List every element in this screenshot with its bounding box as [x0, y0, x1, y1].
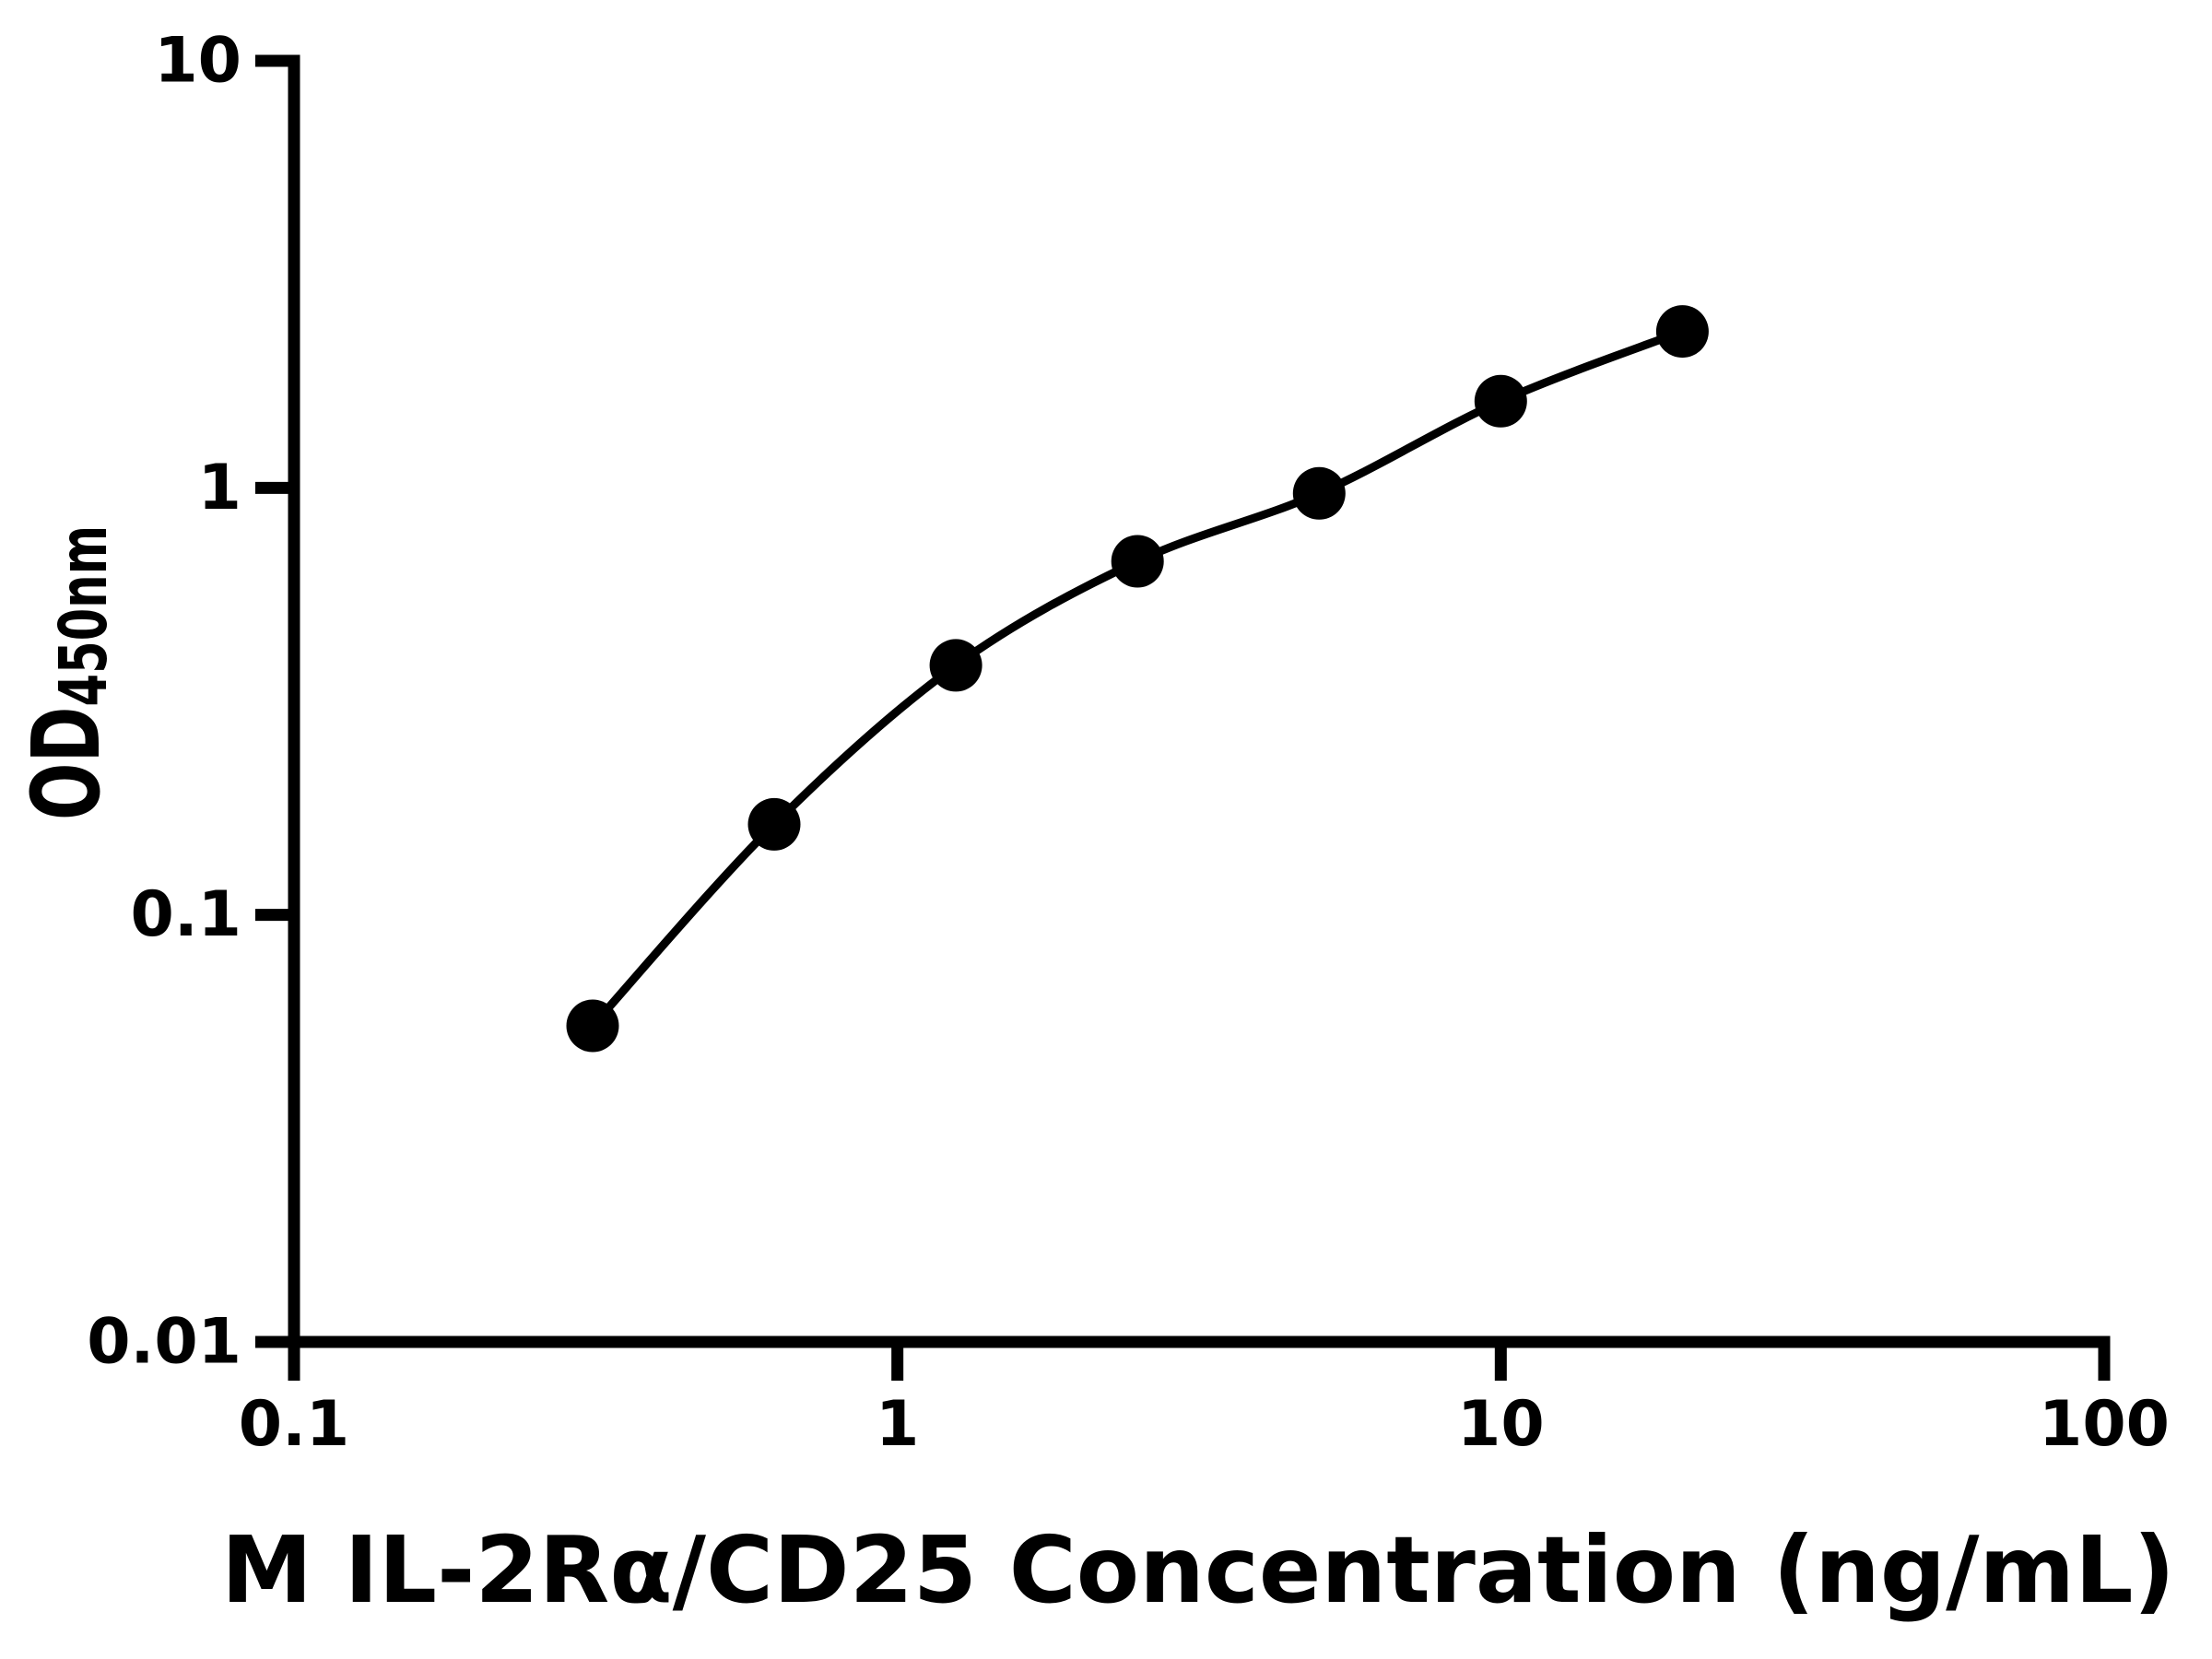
y-axis-title-main: OD	[12, 707, 122, 820]
y-tick-label: 0.1	[131, 878, 241, 951]
y-tick-label: 0.01	[87, 1306, 241, 1379]
x-tick-label: 1	[876, 1388, 919, 1461]
x-tick-label: 10	[1457, 1388, 1545, 1461]
data-point-layer	[566, 305, 1709, 1053]
y-axis-tick-labels: 10 1 0.1 0.01	[87, 25, 241, 1379]
y-axis-title-subscript: 450nm	[45, 525, 122, 707]
x-axis-ticks	[288, 1342, 2111, 1381]
y-tick-label: 10	[154, 25, 241, 98]
x-tick-label: 100	[2039, 1388, 2170, 1461]
x-axis-title: M IL-2Rα/CD25 Concentration (ng/mL)	[221, 1516, 2175, 1624]
data-point	[1655, 305, 1709, 359]
y-axis-title: OD450nm	[12, 525, 122, 820]
x-axis-tick-labels: 0.1 1 10 100	[239, 1388, 2170, 1461]
data-point	[1292, 466, 1346, 520]
data-point	[566, 999, 619, 1053]
data-point	[1474, 374, 1527, 428]
x-tick-label: 0.1	[239, 1388, 349, 1461]
data-point	[1111, 535, 1164, 588]
y-tick-label: 1	[198, 452, 241, 524]
y-axis-ticks	[255, 54, 294, 1348]
data-point	[747, 797, 801, 851]
data-point	[929, 639, 982, 692]
